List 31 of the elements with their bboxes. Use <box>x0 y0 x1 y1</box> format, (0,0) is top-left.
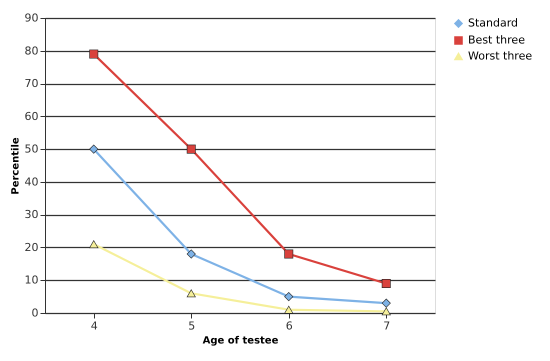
y-tick-label: 60 <box>24 110 38 123</box>
point <box>186 144 196 154</box>
point <box>186 289 196 298</box>
point <box>382 279 391 288</box>
point <box>382 298 391 308</box>
y-axis-title: Percentile <box>10 137 22 195</box>
x-tick-label: 5 <box>188 320 196 332</box>
legend-label: Standard <box>468 16 518 30</box>
point <box>89 240 98 248</box>
y-tick-label: 20 <box>24 240 38 254</box>
x-tick-label: 6 <box>286 320 293 332</box>
y-tick-label: 50 <box>24 142 38 156</box>
y-tick-label: 40 <box>24 175 38 188</box>
y-tick-label: 80 <box>24 44 38 58</box>
x-tick-label: 7 <box>383 320 390 332</box>
y-tick-label: 70 <box>24 77 38 90</box>
point <box>186 250 196 258</box>
point <box>382 307 391 316</box>
point <box>284 250 294 258</box>
point <box>89 50 98 59</box>
point <box>284 292 294 302</box>
x-axis-title: Age of testee <box>202 336 279 346</box>
y-tick-label: 90 <box>24 12 38 24</box>
point <box>89 144 98 154</box>
point <box>284 306 294 314</box>
y-tick-label: 0 <box>32 306 38 320</box>
y-tick-label: 10 <box>24 274 38 287</box>
legend-label: Best three <box>468 34 526 46</box>
x-tick-label: 4 <box>90 320 98 332</box>
y-tick-label: 30 <box>24 208 38 222</box>
legend-label: Worst three <box>468 50 532 62</box>
